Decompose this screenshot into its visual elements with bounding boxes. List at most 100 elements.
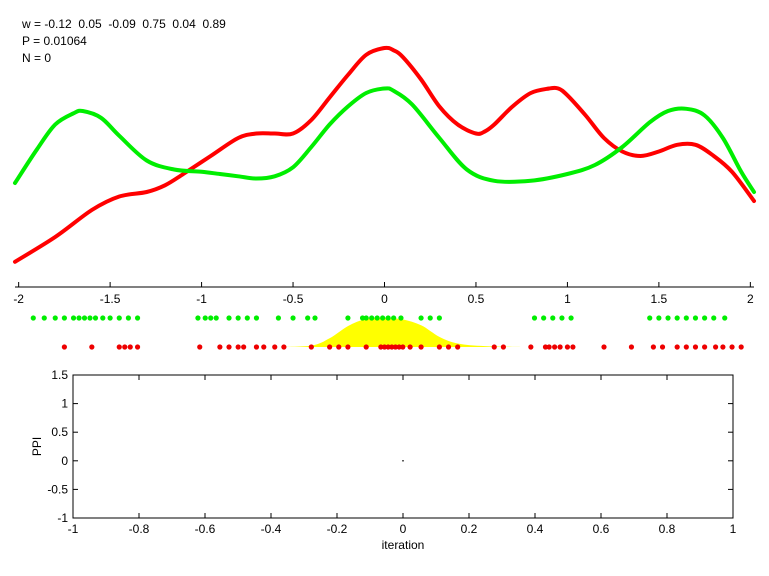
red-sample-point bbox=[235, 344, 241, 350]
red-sample-point bbox=[628, 344, 635, 350]
red-sample-point bbox=[552, 344, 558, 350]
ppi-x-tick-label: -0.8 bbox=[129, 522, 150, 536]
red-sample-point bbox=[381, 344, 388, 350]
green-sample-point bbox=[568, 315, 574, 321]
green-sample-point bbox=[116, 315, 122, 321]
red-sample-point bbox=[455, 344, 461, 350]
red-sample-point bbox=[400, 344, 406, 350]
green-sample-point bbox=[244, 315, 250, 321]
sample-points bbox=[30, 315, 744, 350]
red-sample-point bbox=[418, 344, 424, 350]
top-x-tick-label: 1.5 bbox=[651, 292, 668, 306]
green-sample-point bbox=[531, 315, 538, 321]
top-x-tick-label: -1 bbox=[196, 292, 207, 306]
green-sample-point bbox=[559, 315, 565, 321]
red-sample-point bbox=[564, 344, 571, 350]
ppi-y-tick-label: 0.5 bbox=[51, 425, 68, 439]
weights-text: w = -0.12 0.05 -0.09 0.75 0.04 0.89 bbox=[22, 17, 226, 31]
green-sample-point bbox=[647, 315, 653, 321]
red-sample-point bbox=[712, 344, 719, 350]
density-area bbox=[274, 317, 522, 347]
ppi-plot-frame bbox=[72, 374, 734, 519]
red-sample-point bbox=[692, 344, 699, 350]
ppi-series bbox=[402, 460, 404, 462]
ppi-chart: -1 -0.8 -0.6 -0.4 -0.2 0 0.2 0.4 0.6 0.8 1 -1 -0.5 0… bbox=[30, 368, 737, 552]
top-x-tick-label: 0.5 bbox=[468, 292, 485, 306]
red-sample-point bbox=[253, 344, 260, 350]
ppi-x-tick-label: 1 bbox=[730, 522, 737, 536]
red-sample-point bbox=[491, 344, 497, 350]
green-sample-point bbox=[363, 315, 369, 321]
green-sample-point bbox=[107, 315, 113, 321]
ppi-x-tick-label: 0.2 bbox=[461, 522, 478, 536]
red-curve bbox=[13, 45, 756, 264]
green-sample-point bbox=[391, 315, 397, 321]
red-sample-point bbox=[134, 344, 141, 350]
ppi-x-ticks: -1 -0.8 -0.6 -0.4 -0.2 0 0.2 0.4 0.6 0.8 1 bbox=[68, 375, 737, 536]
green-sample-point bbox=[722, 315, 728, 321]
green-sample-point bbox=[683, 315, 689, 321]
green-sample-point bbox=[436, 315, 442, 321]
red-sample-point bbox=[601, 344, 607, 350]
red-sample-point bbox=[683, 344, 689, 350]
green-sample-point bbox=[30, 315, 36, 321]
red-sample-point bbox=[720, 344, 726, 350]
green-sample-point bbox=[305, 315, 311, 321]
green-sample-point bbox=[61, 315, 67, 321]
red-sample-point bbox=[500, 344, 506, 350]
green-sample-point bbox=[380, 315, 386, 321]
green-sample-point bbox=[656, 315, 662, 321]
red-sample-point bbox=[226, 344, 232, 350]
ppi-x-tick-label: -0.4 bbox=[261, 522, 282, 536]
green-sample-point bbox=[125, 315, 132, 321]
red-sample-point bbox=[396, 344, 402, 350]
green-sample-point bbox=[369, 315, 375, 321]
curves-chart: -2 -1.5 -1 -0.5 0 0.5 1 1.5 2 bbox=[13, 45, 756, 350]
ppi-y-tick-label: 0 bbox=[61, 454, 68, 468]
ppi-y-ticks: -1 -0.5 0 0.5 1 1.5 bbox=[47, 368, 733, 525]
green-sample-point bbox=[398, 315, 404, 321]
red-sample-point bbox=[127, 344, 133, 350]
red-sample-point bbox=[445, 344, 452, 350]
green-sample-point bbox=[76, 315, 82, 321]
red-sample-point bbox=[89, 344, 95, 350]
green-sample-point bbox=[134, 315, 141, 321]
red-sample-point bbox=[702, 344, 708, 350]
green-sample-point bbox=[312, 315, 318, 321]
ppi-x-tick-label: -0.2 bbox=[327, 522, 348, 536]
ppi-x-axis-label: iteration bbox=[382, 538, 425, 552]
red-sample-point bbox=[241, 344, 247, 350]
red-sample-point bbox=[674, 344, 680, 350]
red-sample-point bbox=[385, 344, 391, 350]
green-sample-point bbox=[202, 315, 208, 321]
ppi-x-tick-label: 0.8 bbox=[659, 522, 676, 536]
green-sample-point bbox=[385, 315, 391, 321]
red-sample-point bbox=[542, 344, 549, 350]
green-sample-point bbox=[550, 315, 556, 321]
red-sample-point bbox=[436, 344, 442, 350]
red-sample-point bbox=[546, 344, 552, 350]
green-sample-point bbox=[226, 315, 232, 321]
green-sample-point bbox=[427, 315, 433, 321]
green-sample-point bbox=[692, 315, 699, 321]
red-sample-point bbox=[729, 344, 735, 350]
ppi-y-tick-label: 1 bbox=[61, 397, 68, 411]
green-sample-point bbox=[235, 315, 241, 321]
red-sample-point bbox=[197, 344, 203, 350]
red-sample-point bbox=[528, 344, 534, 350]
green-sample-point bbox=[541, 315, 547, 321]
red-sample-point bbox=[392, 344, 399, 350]
ppi-x-tick-label: -0.6 bbox=[195, 522, 216, 536]
green-sample-point bbox=[81, 315, 88, 321]
red-sample-point bbox=[570, 344, 576, 350]
green-sample-point bbox=[290, 315, 296, 321]
green-sample-point bbox=[195, 315, 201, 321]
green-sample-point bbox=[674, 315, 680, 321]
ppi-x-tick-label: -1 bbox=[68, 522, 79, 536]
red-sample-point bbox=[327, 344, 333, 350]
top-x-tick-label: -1.5 bbox=[100, 292, 121, 306]
green-sample-point bbox=[87, 315, 93, 321]
red-sample-point bbox=[336, 344, 342, 350]
green-sample-point bbox=[70, 315, 77, 321]
green-sample-point bbox=[100, 315, 106, 321]
